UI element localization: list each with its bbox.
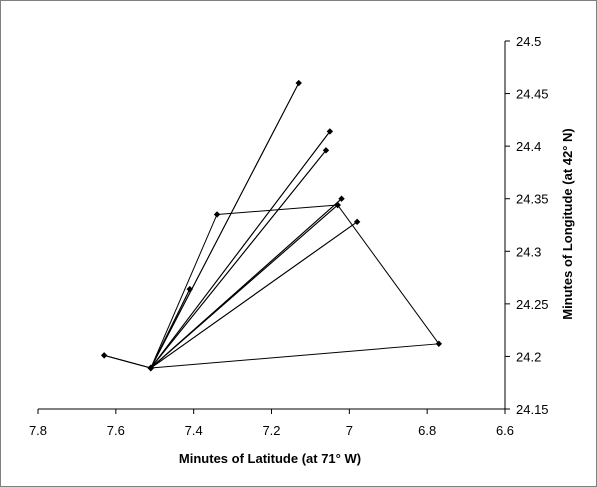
x-tick-label: 7.8 bbox=[29, 423, 47, 438]
data-point bbox=[186, 285, 193, 293]
data-point bbox=[353, 218, 361, 226]
x-tick-label: 7.6 bbox=[107, 423, 125, 438]
x-tick-label: 7.4 bbox=[185, 423, 203, 438]
data-point bbox=[322, 147, 330, 154]
series-markers bbox=[100, 79, 443, 372]
y-axis-title: Minutes of Longitude (at 42° N) bbox=[560, 128, 575, 320]
x-axis-title: Minutes of Latitude (at 71° W) bbox=[179, 451, 361, 466]
y-tick-label: 24.2 bbox=[516, 349, 541, 364]
data-point bbox=[338, 195, 345, 202]
y-tick-label: 24.5 bbox=[516, 34, 541, 49]
data-point bbox=[295, 79, 302, 87]
series-line-segment bbox=[216, 204, 338, 215]
x-tick-label: 7.2 bbox=[262, 423, 280, 438]
data-point bbox=[435, 340, 443, 348]
data-point bbox=[100, 352, 108, 359]
y-tick-label: 24.35 bbox=[516, 192, 549, 207]
y-tick-label: 24.4 bbox=[516, 139, 541, 154]
series-line-segment bbox=[150, 221, 358, 369]
series-line-segment bbox=[150, 214, 218, 369]
series-path bbox=[104, 82, 440, 369]
data-point bbox=[334, 201, 341, 209]
series-line-segment bbox=[150, 288, 191, 369]
series-line-segment bbox=[150, 131, 331, 369]
series-line-segment bbox=[104, 354, 151, 369]
series-line-segment bbox=[150, 82, 300, 369]
data-point bbox=[147, 364, 155, 372]
y-tick-label: 24.25 bbox=[516, 297, 549, 312]
x-tick-label: 7 bbox=[346, 423, 353, 438]
axes: 7.8 7.6 7.4 7.2 7 6.8 6.624.15 24.2 24.25 24.3 24.… bbox=[29, 34, 549, 438]
series-line-segment bbox=[337, 204, 440, 345]
y-tick-label: 24.45 bbox=[516, 87, 549, 102]
data-point bbox=[213, 211, 221, 218]
x-tick-label: 6.6 bbox=[496, 423, 514, 438]
series-line-segment bbox=[150, 204, 338, 369]
y-tick-label: 24.3 bbox=[516, 244, 541, 259]
y-tick-label: 24.15 bbox=[516, 402, 549, 417]
x-tick-label: 6.8 bbox=[418, 423, 436, 438]
series-line-segment bbox=[150, 150, 327, 369]
data-point bbox=[326, 128, 334, 135]
series-line-segment bbox=[150, 343, 439, 369]
